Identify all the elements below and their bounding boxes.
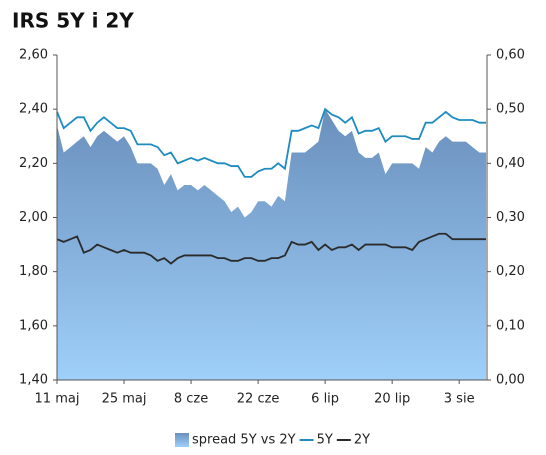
x-tick-label: 8 cze xyxy=(174,392,208,407)
y-tick-label: 1,40 xyxy=(19,373,48,388)
y-tick-label: 2,00 xyxy=(19,210,48,225)
x-tick-label: 11 maj xyxy=(35,392,80,407)
x-tick-label: 25 maj xyxy=(102,392,147,407)
chart-title: IRS 5Y i 2Y xyxy=(12,9,134,33)
y-tick-label: 2,40 xyxy=(19,102,48,117)
y2-tick-label: 0,40 xyxy=(496,156,525,171)
spread-area xyxy=(57,109,486,381)
y2-tick-label: 0,60 xyxy=(496,48,525,63)
x-tick-label: 6 lip xyxy=(311,392,339,407)
y-tick-label: 1,60 xyxy=(19,318,48,333)
y-tick-label: 1,80 xyxy=(19,264,48,279)
x-tick-label: 3 sie xyxy=(444,392,475,407)
legend-swatch xyxy=(175,433,189,447)
y2-tick-label: 0,00 xyxy=(496,373,525,388)
series-line xyxy=(56,232,486,265)
series-line xyxy=(56,107,486,178)
x-tick-label: 22 cze xyxy=(237,392,280,407)
y2-tick-label: 0,50 xyxy=(496,102,525,117)
y2-tick-label: 0,20 xyxy=(496,264,525,279)
y2-tick-label: 0,30 xyxy=(496,210,525,225)
legend-label: spread 5Y vs 2Y xyxy=(192,433,296,448)
y-tick-label: 2,20 xyxy=(19,156,48,171)
y-tick-label: 2,60 xyxy=(19,48,48,63)
x-tick-label: 20 lip xyxy=(374,392,410,407)
legend-label: 5Y xyxy=(317,433,333,448)
legend-label: 2Y xyxy=(354,433,370,448)
y2-tick-label: 0,10 xyxy=(496,318,525,333)
